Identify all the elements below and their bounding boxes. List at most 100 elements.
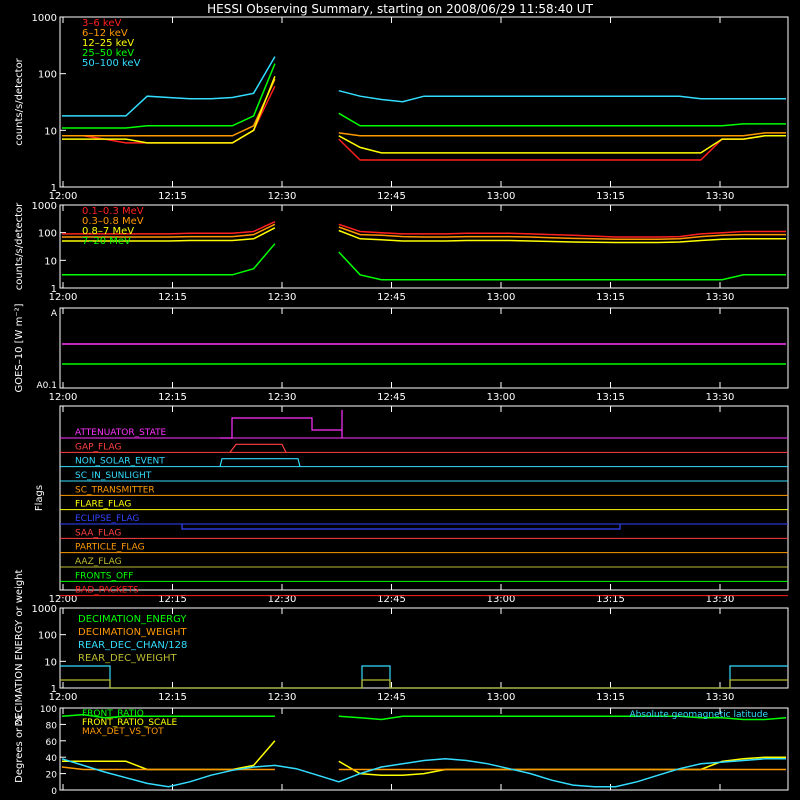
panel-frame-0 [59, 16, 789, 188]
y-tick-label: 100 [38, 70, 57, 81]
degree-line-3 [61, 758, 786, 788]
legend-entry: 50–100 keV [82, 58, 141, 69]
x-tick-label: 13:00 [487, 292, 516, 303]
x-tick-label: 12:00 [49, 191, 78, 202]
legend-entry: 3–6 keV [82, 18, 121, 29]
flag-label: ECLIPSE_FLAG [75, 514, 139, 524]
legend-entry: FRONT_RATIO [82, 709, 144, 719]
y-tick-label: A0.1 [37, 381, 57, 391]
y-tick-label: 100 [38, 229, 57, 240]
x-tick-label: 13:00 [487, 392, 516, 403]
y-tick-label: 60 [46, 738, 58, 748]
flag-label: SC_TRANSMITTER [75, 485, 155, 495]
y-tick-label: 1 [51, 183, 57, 194]
chart-title: HESSI Observing Summary, starting on 200… [207, 2, 593, 16]
x-tick-label: 12:45 [377, 191, 406, 202]
y-axis-label: counts/s/detector [14, 202, 25, 290]
panel-frame-3 [59, 405, 789, 591]
legend-entry: DECIMATION_WEIGHT [78, 627, 187, 638]
flag-label: SC_IN_SUNLIGHT [75, 471, 152, 481]
degree-line-0 [61, 713, 787, 721]
x-tick-label: 13:15 [596, 392, 625, 403]
legend-entry: 7–20 MeV [82, 236, 131, 247]
attenuator-state-trace [220, 410, 343, 439]
x-tick-label: 12:15 [158, 692, 187, 703]
y-tick-label: 20 [46, 771, 58, 781]
legend-entry: FRONT_RATIO_SCALE [82, 718, 177, 728]
x-tick-label: 12:45 [377, 292, 406, 303]
y-tick-label: 100 [38, 631, 57, 642]
x-tick-label: 12:15 [158, 594, 187, 605]
legend-entry: REAR_DEC_CHAN/128 [78, 640, 187, 651]
series-line-1 [62, 78, 786, 137]
series-line-4 [62, 56, 786, 117]
series-line-3 [62, 63, 786, 129]
flag-label: FLARE_FLAG [75, 500, 131, 510]
flag-label: AAZ_FLAG [75, 557, 122, 567]
x-tick-label: 12:45 [377, 594, 406, 605]
gap-flag-trace [229, 443, 287, 453]
x-tick-label: 13:30 [706, 692, 735, 703]
legend-entry: 0.3–0.8 MeV [82, 216, 144, 227]
legend-entry: 25–50 keV [82, 48, 134, 59]
y-tick-label: 1 [51, 284, 57, 295]
eclipse-trace [181, 524, 621, 530]
decimation-step-line [60, 665, 788, 689]
y-tick-label: A [51, 309, 58, 319]
x-tick-label: 12:30 [268, 191, 297, 202]
y-axis-label: Degrees or % [14, 715, 25, 783]
y-tick-label: 1 [51, 684, 57, 695]
panel-frame-1 [59, 204, 789, 289]
annotation-label: Absolute geomagnetic latitude [629, 710, 768, 720]
x-tick-label: 12:45 [377, 392, 406, 403]
y-axis-label: counts/s/detector [14, 57, 25, 145]
x-tick-label: 13:30 [706, 594, 735, 605]
x-tick-label: 13:30 [706, 191, 735, 202]
flag-label: SAA_FLAG [75, 528, 121, 538]
x-tick-label: 13:15 [596, 191, 625, 202]
x-tick-label: 12:30 [268, 692, 297, 703]
x-tick-label: 12:30 [268, 594, 297, 605]
series-line-2 [62, 76, 786, 154]
x-tick-label: 13:15 [596, 692, 625, 703]
legend-entry: 12–25 keV [82, 38, 134, 49]
x-tick-label: 12:30 [268, 292, 297, 303]
flag-label: ATTENUATOR_STATE [75, 428, 167, 438]
panel-frame-2 [59, 307, 789, 389]
y-tick-label: 0 [51, 787, 57, 797]
y-axis-label: Flags [34, 485, 45, 511]
series-line-1 [62, 223, 786, 240]
y-tick-label: 1000 [32, 604, 57, 615]
x-tick-label: 12:00 [49, 392, 78, 403]
non-solar-trace [219, 458, 301, 467]
legend-entry: REAR_DEC_WEIGHT [78, 653, 177, 664]
y-tick-label: 10 [44, 256, 57, 267]
x-tick-label: 13:00 [487, 191, 516, 202]
x-tick-label: 12:00 [49, 594, 78, 605]
panel-frame-5 [59, 707, 789, 791]
y-tick-label: 40 [46, 754, 58, 764]
x-tick-label: 13:00 [487, 594, 516, 605]
x-tick-label: 12:30 [268, 392, 297, 403]
legend-entry: DECIMATION_ENERGY [78, 614, 187, 625]
flag-label: NON_SOLAR_EVENT [75, 457, 165, 467]
x-tick-label: 12:00 [49, 692, 78, 703]
legend-entry: 6–12 keV [82, 28, 128, 39]
flag-label: GAP_FLAG [75, 442, 121, 452]
x-tick-label: 12:45 [377, 692, 406, 703]
x-tick-label: 12:15 [158, 292, 187, 303]
legend-entry: MAX_DET_VS_TOT [82, 727, 164, 737]
x-tick-label: 13:15 [596, 594, 625, 605]
flag-label: PARTICLE_FLAG [75, 543, 145, 553]
series-line-3 [62, 243, 786, 281]
y-tick-label: 80 [46, 721, 58, 731]
y-axis-label: DECIMATION ENERGY or weight [14, 569, 25, 726]
y-tick-label: 10 [44, 126, 57, 137]
x-tick-label: 13:30 [706, 292, 735, 303]
y-axis-label: GOES–10 [W m⁻²] [14, 303, 25, 392]
y-tick-label: 10 [44, 657, 57, 668]
x-tick-label: 12:15 [158, 392, 187, 403]
x-tick-label: 13:00 [487, 692, 516, 703]
x-tick-label: 12:15 [158, 191, 187, 202]
